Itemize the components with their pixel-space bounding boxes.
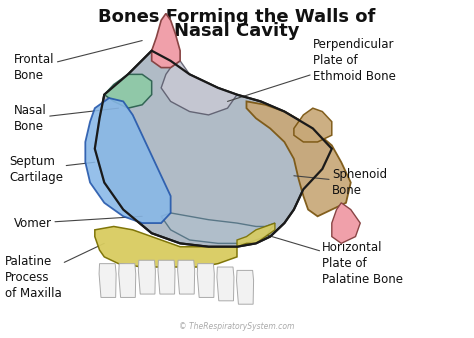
- Polygon shape: [332, 203, 360, 243]
- Polygon shape: [246, 101, 351, 216]
- Polygon shape: [197, 264, 214, 297]
- Text: Frontal
Bone: Frontal Bone: [14, 41, 142, 82]
- Text: Nasal Cavity: Nasal Cavity: [174, 22, 300, 40]
- Polygon shape: [217, 267, 234, 301]
- Text: Palatine
Process
of Maxilla: Palatine Process of Maxilla: [5, 243, 104, 300]
- Polygon shape: [178, 260, 195, 294]
- Polygon shape: [138, 260, 155, 294]
- Polygon shape: [104, 74, 152, 108]
- Text: Bones Forming the Walls of: Bones Forming the Walls of: [98, 8, 376, 26]
- Polygon shape: [161, 213, 275, 243]
- Polygon shape: [161, 61, 237, 115]
- Polygon shape: [158, 260, 175, 294]
- Text: Horizontal
Plate of
Palatine Bone: Horizontal Plate of Palatine Bone: [261, 233, 403, 286]
- Polygon shape: [99, 264, 116, 297]
- Polygon shape: [294, 108, 332, 142]
- Polygon shape: [95, 226, 237, 267]
- Polygon shape: [85, 98, 171, 223]
- Text: © TheRespiratorySystem.com: © TheRespiratorySystem.com: [179, 322, 295, 331]
- Text: Perpendicular
Plate of
Ethmoid Bone: Perpendicular Plate of Ethmoid Bone: [228, 38, 396, 101]
- Polygon shape: [95, 51, 332, 247]
- Polygon shape: [237, 270, 254, 304]
- Text: Nasal
Bone: Nasal Bone: [14, 104, 118, 133]
- Text: Sphenoid
Bone: Sphenoid Bone: [294, 168, 387, 197]
- Polygon shape: [118, 264, 136, 297]
- Polygon shape: [237, 223, 275, 247]
- Text: Vomer: Vomer: [14, 216, 142, 230]
- Text: Septum
Cartilage: Septum Cartilage: [9, 154, 95, 184]
- Polygon shape: [152, 14, 180, 68]
